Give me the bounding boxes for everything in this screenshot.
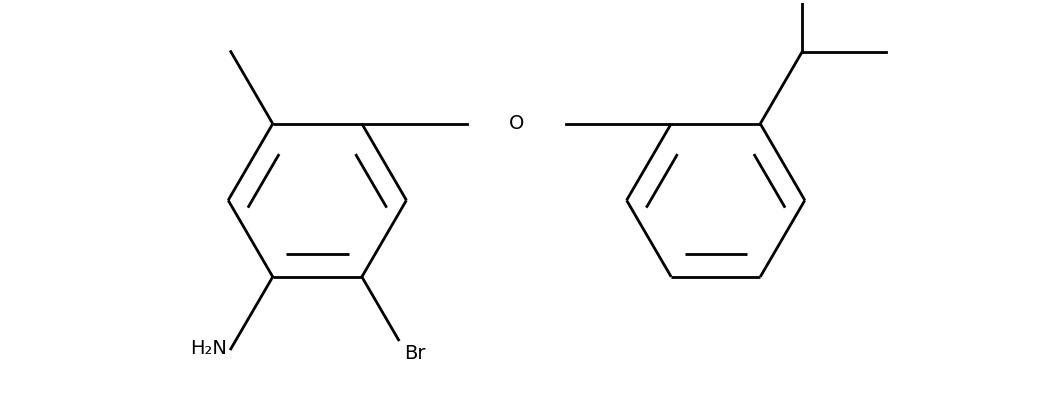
Text: Br: Br xyxy=(404,344,426,363)
Text: O: O xyxy=(509,114,524,133)
Text: H₂N: H₂N xyxy=(190,339,227,358)
